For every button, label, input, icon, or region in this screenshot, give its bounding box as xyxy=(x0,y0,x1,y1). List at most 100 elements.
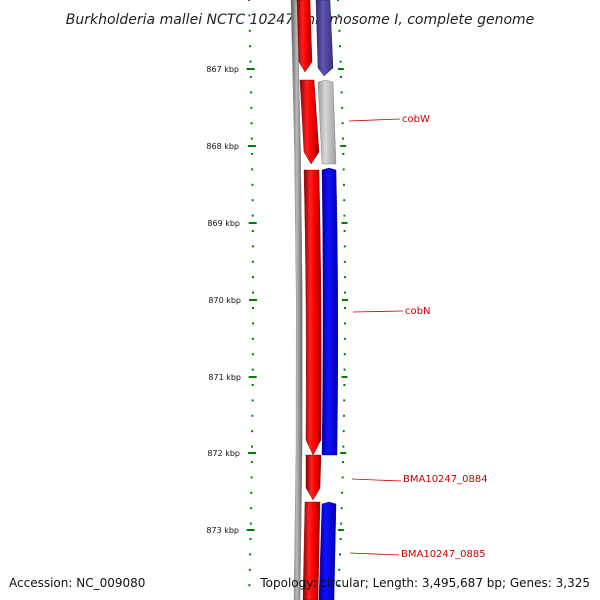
gene-BMA10247_0885[interactable] xyxy=(318,501,337,600)
label-leader-line xyxy=(349,552,400,556)
minor-tick xyxy=(342,168,345,171)
minor-tick xyxy=(339,60,342,63)
minor-tick xyxy=(251,260,254,263)
minor-tick xyxy=(343,384,346,386)
major-tick xyxy=(341,376,348,378)
major-tick xyxy=(342,299,348,301)
minor-tick xyxy=(339,538,342,540)
plus-strand-gene[interactable] xyxy=(299,79,320,165)
minor-tick xyxy=(251,214,254,217)
minor-tick xyxy=(248,14,251,17)
minor-tick xyxy=(251,399,254,402)
gene-label-BMA10247_0885[interactable]: BMA10247_0885 xyxy=(401,549,486,560)
minor-tick xyxy=(251,168,254,171)
kbp-label: 868 kbp xyxy=(206,142,239,151)
minor-tick xyxy=(344,276,346,279)
minor-tick xyxy=(250,137,253,140)
major-tick xyxy=(340,452,347,454)
minor-tick xyxy=(344,291,346,294)
minor-tick xyxy=(249,60,252,63)
minor-tick xyxy=(339,553,341,556)
minor-tick xyxy=(252,307,254,309)
minor-tick xyxy=(337,0,339,1)
major-tick xyxy=(246,68,255,70)
plus-strand-track xyxy=(296,0,322,600)
minor-tick xyxy=(338,29,341,32)
gene-label-cobW[interactable]: cobW xyxy=(402,114,430,125)
minor-tick xyxy=(249,553,252,556)
minor-tick xyxy=(251,183,254,186)
plus-strand-gene[interactable] xyxy=(296,0,313,73)
plus-strand-gene[interactable] xyxy=(303,169,322,456)
major-tick xyxy=(248,452,256,454)
plus-strand-gene[interactable] xyxy=(302,501,321,600)
minor-tick xyxy=(341,122,344,125)
minor-tick xyxy=(342,445,345,448)
minor-tick xyxy=(251,430,254,433)
plus-strand-gene[interactable] xyxy=(305,454,322,501)
gene-label-BMA10247_0884[interactable]: BMA10247_0884 xyxy=(403,474,488,485)
minor-tick xyxy=(340,76,343,78)
upstream-gene[interactable] xyxy=(315,0,334,77)
kbp-label: 871 kbp xyxy=(208,373,241,382)
minor-tick xyxy=(249,522,252,525)
minor-tick xyxy=(343,399,346,402)
minor-tick xyxy=(251,153,254,155)
minor-tick xyxy=(251,245,254,248)
minor-tick xyxy=(337,584,340,587)
kbp-ruler-labels: 867 kbp 868 kbp 869 kbp 870 kbp 871 kbp … xyxy=(206,65,241,535)
minor-tick xyxy=(343,245,346,248)
label-leader-line xyxy=(348,118,401,122)
minor-tick xyxy=(250,476,253,479)
major-tick xyxy=(246,529,255,531)
minor-tick xyxy=(250,461,253,463)
minor-tick xyxy=(252,322,254,325)
major-tick xyxy=(247,145,256,147)
minor-tick xyxy=(337,14,340,17)
minor-tick xyxy=(248,584,251,587)
minor-tick xyxy=(341,106,344,109)
minor-tick xyxy=(340,91,343,94)
minor-tick xyxy=(342,461,344,463)
major-tick xyxy=(337,68,344,70)
kbp-label: 872 kbp xyxy=(207,449,240,458)
chromosome-backbone xyxy=(290,0,303,600)
minor-tick xyxy=(248,0,250,1)
minor-tick xyxy=(343,353,346,356)
minor-tick xyxy=(338,568,341,571)
minor-tick xyxy=(343,368,346,371)
minor-tick xyxy=(251,353,254,356)
minor-tick xyxy=(342,137,344,140)
major-tick xyxy=(248,376,257,378)
minor-tick xyxy=(343,414,345,417)
minor-tick xyxy=(250,91,253,94)
gene-cobW[interactable] xyxy=(317,79,337,165)
kbp-label: 873 kbp xyxy=(206,526,239,535)
minor-tick xyxy=(251,337,254,340)
minor-tick xyxy=(343,260,346,263)
minor-tick xyxy=(251,199,254,202)
minor-tick xyxy=(341,491,344,494)
minor-tick xyxy=(251,368,254,371)
minor-tick xyxy=(343,337,346,340)
minor-tick xyxy=(250,491,253,494)
label-leader-line xyxy=(352,310,404,313)
minor-tick xyxy=(343,214,346,217)
major-tick xyxy=(248,222,257,224)
minor-tick xyxy=(251,384,254,386)
label-leader-line xyxy=(351,478,402,482)
major-tick xyxy=(340,145,347,147)
minor-tick xyxy=(250,122,253,125)
minor-tick xyxy=(252,291,254,294)
minor-tick xyxy=(248,29,251,32)
minor-tick xyxy=(251,445,253,448)
kbp-ruler-ticks xyxy=(246,0,348,587)
minor-tick xyxy=(342,153,345,155)
minor-tick xyxy=(249,538,252,540)
gene-label-cobN[interactable]: cobN xyxy=(405,306,430,317)
minor-tick xyxy=(343,230,346,232)
minor-tick xyxy=(344,322,346,325)
gene-cobN[interactable] xyxy=(321,167,338,456)
topology-text: Topology: circular; Length: 3,495,687 bp… xyxy=(259,576,590,590)
